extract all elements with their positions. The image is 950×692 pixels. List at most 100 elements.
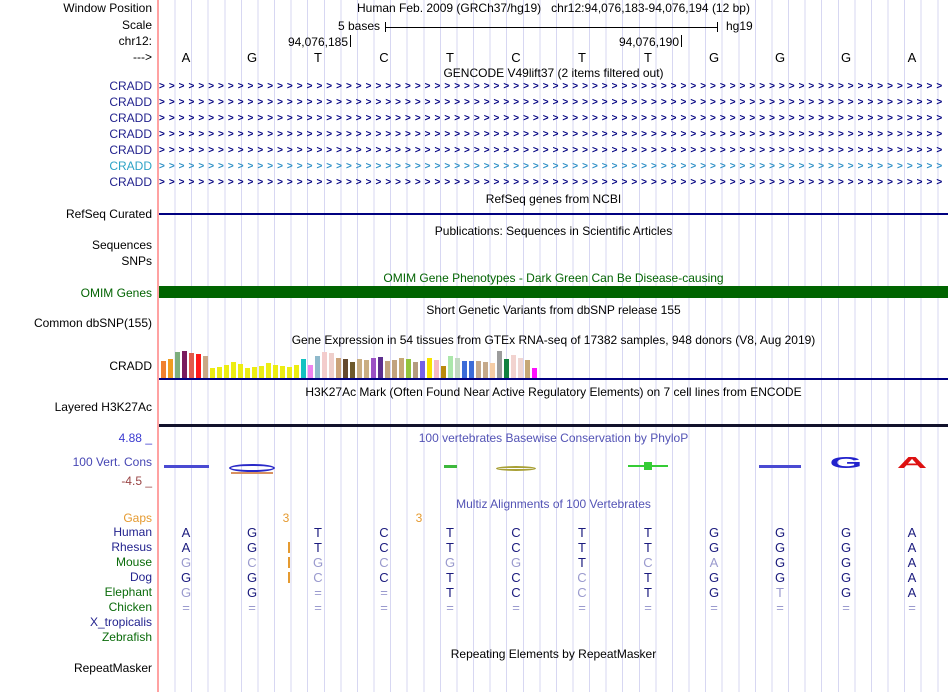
multiz-species-label-mouse[interactable]: Mouse <box>115 555 152 569</box>
gtex-tissue-bar <box>175 352 180 378</box>
gencode-transcript-line[interactable]: >>>>>>>>>>>>>>>>>>>>>>>>>>>>>>>>>>>>>>>>… <box>159 177 947 188</box>
multiz-base: T <box>446 540 454 555</box>
multiz-species-label-human[interactable]: Human <box>113 525 152 539</box>
common-dbsnp-label[interactable]: Common dbSNP(155) <box>33 316 152 330</box>
refseq-track-title: RefSeq genes from NCBI <box>485 192 622 206</box>
omim-genes-label[interactable]: OMIM Genes <box>80 286 152 300</box>
phylop-mark[interactable] <box>229 464 275 472</box>
multiz-species-label-dog[interactable]: Dog <box>129 570 152 584</box>
multiz-base: = <box>314 600 322 615</box>
multiz-species-label-elephant[interactable]: Elephant <box>104 585 152 599</box>
multiz-base: T <box>446 570 454 585</box>
gencode-transcript-line[interactable]: >>>>>>>>>>>>>>>>>>>>>>>>>>>>>>>>>>>>>>>>… <box>159 81 947 92</box>
gencode-transcript-line[interactable]: >>>>>>>>>>>>>>>>>>>>>>>>>>>>>>>>>>>>>>>>… <box>159 97 947 108</box>
gtex-tissue-bar <box>315 356 320 378</box>
gtex-gene-label[interactable]: CRADD <box>109 359 152 373</box>
gtex-tissue-bar <box>217 367 222 378</box>
multiz-gaps-label: Gaps <box>123 511 152 525</box>
conservation-track-label[interactable]: 100 Vert. Cons <box>72 455 152 469</box>
multiz-insert-mark <box>288 557 290 568</box>
multiz-base: A <box>181 525 191 540</box>
assembly-tag: hg19 <box>726 19 753 33</box>
gtex-tissue-bar <box>189 353 194 378</box>
gtex-tissue-bar <box>252 367 257 378</box>
multiz-base: T <box>314 540 322 555</box>
multiz-base: T <box>644 585 652 600</box>
multiz-species-label-x_tropicalis[interactable]: X_tropicalis <box>89 615 152 629</box>
multiz-base: T <box>578 525 586 540</box>
layered-h3k27ac-label[interactable]: Layered H3K27Ac <box>54 400 152 414</box>
gtex-tissue-bar <box>287 367 292 378</box>
multiz-base: G <box>840 555 852 570</box>
multiz-base: C <box>511 540 521 555</box>
gencode-gene-label[interactable]: CRADD <box>109 175 152 189</box>
scale-bar-left-tick <box>385 22 386 32</box>
sequence-base: G <box>840 50 852 65</box>
phylop-mark[interactable] <box>163 465 209 468</box>
gtex-tissue-bar <box>322 352 327 378</box>
sequence-base: G <box>774 50 786 65</box>
gtex-tissue-bar <box>504 359 509 378</box>
phylop-mark[interactable] <box>759 465 801 468</box>
gtex-tissue-bar <box>462 361 467 378</box>
gtex-tissue-bar <box>427 358 432 378</box>
multiz-base: = <box>710 600 718 615</box>
multiz-base: C <box>379 555 389 570</box>
gtex-tissue-bar <box>329 353 334 378</box>
phylop-mark[interactable] <box>496 465 536 471</box>
gtex-tissue-bar <box>224 365 229 378</box>
gencode-gene-label[interactable]: CRADD <box>109 111 152 125</box>
gencode-gene-label[interactable]: CRADD <box>109 159 152 173</box>
multiz-base: T <box>776 585 784 600</box>
gtex-tissue-bar <box>364 360 369 378</box>
phylop-mark[interactable] <box>443 465 457 468</box>
multiz-base: T <box>578 540 586 555</box>
repeatmasker-label[interactable]: RepeatMasker <box>73 661 152 675</box>
sequence-base: A <box>181 50 191 65</box>
ruler-tick-mark <box>350 35 351 47</box>
sequence-base: G <box>708 50 720 65</box>
omim-gene-bar[interactable] <box>159 286 948 298</box>
phylop-mark-letter[interactable]: A <box>896 454 928 473</box>
phylop-min-label: -4.5 _ <box>121 474 152 488</box>
gtex-tissue-bar <box>196 354 201 378</box>
multiz-base: = <box>314 585 322 600</box>
gtex-tissue-bar <box>357 359 362 378</box>
ruler-tick-mark <box>681 35 682 47</box>
gtex-tissue-bar <box>448 356 453 378</box>
snps-track-label[interactable]: SNPs <box>121 254 152 268</box>
gencode-gene-label[interactable]: CRADD <box>109 127 152 141</box>
gencode-gene-label[interactable]: CRADD <box>109 79 152 93</box>
gencode-gene-label[interactable]: CRADD <box>109 143 152 157</box>
multiz-species-label-zebrafish[interactable]: Zebrafish <box>101 630 152 644</box>
multiz-base: A <box>907 525 917 540</box>
multiz-species-label-chicken[interactable]: Chicken <box>108 600 152 614</box>
multiz-base: G <box>774 540 786 555</box>
gencode-transcript-line[interactable]: >>>>>>>>>>>>>>>>>>>>>>>>>>>>>>>>>>>>>>>>… <box>159 145 947 156</box>
multiz-base: = <box>182 600 190 615</box>
gtex-expression-barchart[interactable] <box>159 350 948 378</box>
sequence-base: T <box>644 50 652 65</box>
gencode-transcript-line[interactable]: >>>>>>>>>>>>>>>>>>>>>>>>>>>>>>>>>>>>>>>>… <box>159 129 947 140</box>
multiz-base: A <box>907 570 917 585</box>
multiz-insert-mark <box>288 542 290 553</box>
omim-track-title: OMIM Gene Phenotypes - Dark Green Can Be… <box>383 271 724 285</box>
multiz-base: G <box>246 525 258 540</box>
gencode-transcript-line[interactable]: >>>>>>>>>>>>>>>>>>>>>>>>>>>>>>>>>>>>>>>>… <box>159 161 947 172</box>
refseq-curated-label[interactable]: RefSeq Curated <box>65 207 152 221</box>
gtex-tissue-bar <box>469 361 474 378</box>
multiz-base: G <box>708 540 720 555</box>
gencode-gene-label[interactable]: CRADD <box>109 95 152 109</box>
phylop-mark-letter[interactable]: G <box>829 454 863 473</box>
gencode-transcript-line[interactable]: >>>>>>>>>>>>>>>>>>>>>>>>>>>>>>>>>>>>>>>>… <box>159 113 947 124</box>
refseq-gene-line[interactable] <box>159 213 948 215</box>
multiz-base: G <box>180 555 192 570</box>
chrom-label: chr12: <box>118 34 152 48</box>
gtex-tissue-bar <box>238 364 243 378</box>
multiz-base: = <box>578 600 586 615</box>
gtex-tissue-bar <box>203 356 208 378</box>
sequences-track-label[interactable]: Sequences <box>91 238 152 252</box>
multiz-species-label-rhesus[interactable]: Rhesus <box>111 540 152 554</box>
multiz-base: = <box>380 585 388 600</box>
gtex-tissue-bar <box>273 365 278 378</box>
